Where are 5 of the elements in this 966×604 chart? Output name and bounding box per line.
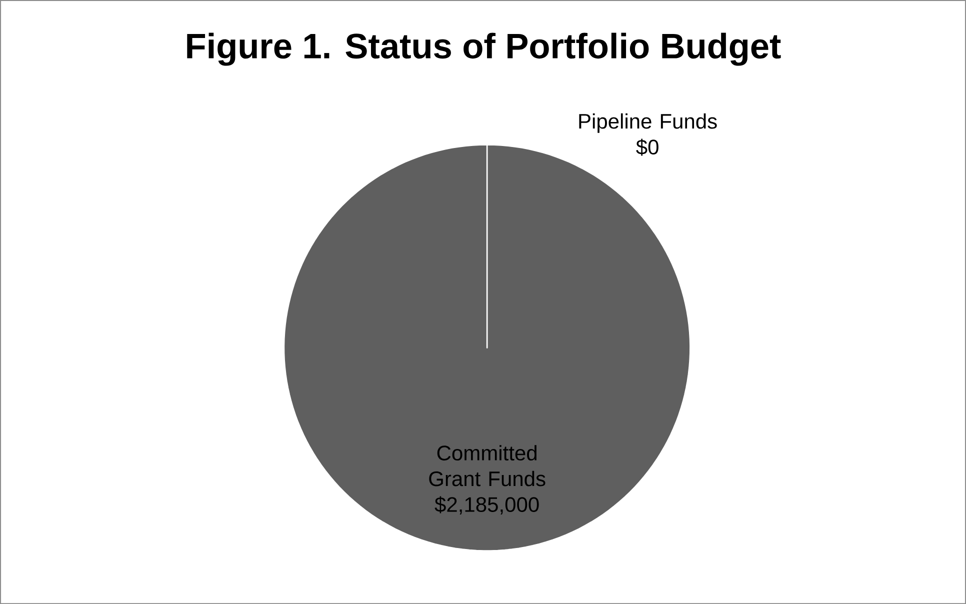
chart-title: Figure 1. Status of Portfolio Budget (187, 32, 781, 66)
slice-label: Committed Grant Funds (429, 445, 546, 486)
data-label: $2,185,000 (434, 496, 539, 514)
text: $0 (636, 138, 658, 156)
category-label: Pipeline Funds (579, 113, 717, 133)
